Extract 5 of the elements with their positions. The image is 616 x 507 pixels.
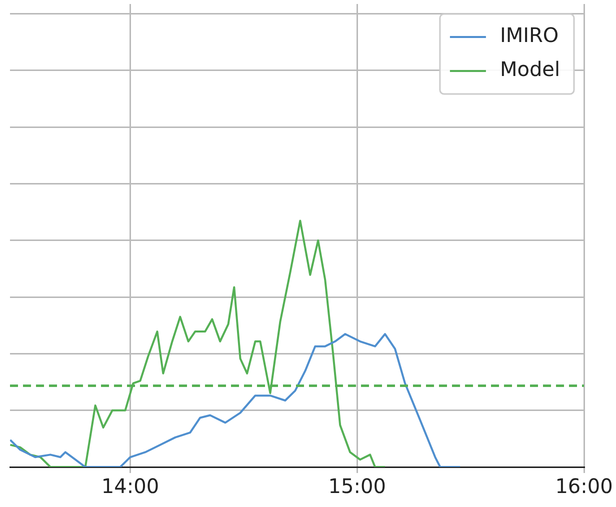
x-tick-label: 16:00	[555, 474, 613, 498]
x-tick-label: 14:00	[101, 474, 160, 498]
legend-label: IMIRO	[500, 23, 559, 48]
x-tick-label: 15:00	[328, 474, 386, 498]
legend-label: Model	[500, 57, 560, 82]
